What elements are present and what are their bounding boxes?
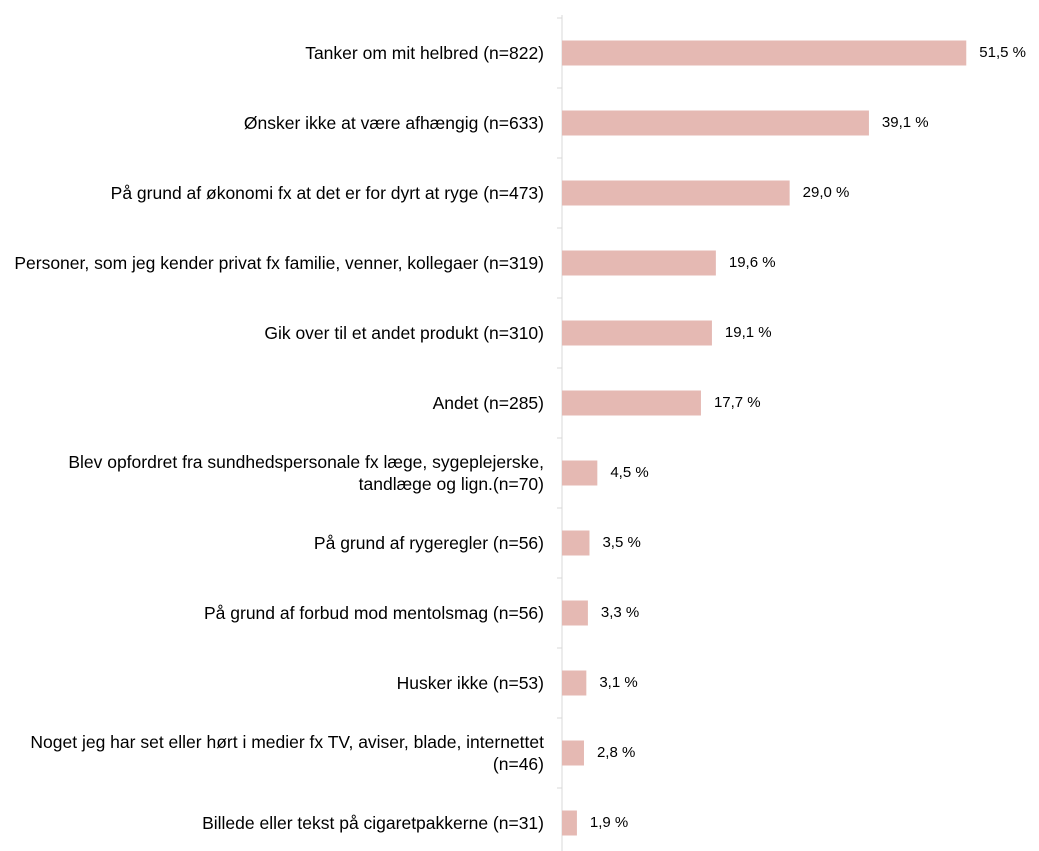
bar [562,530,590,556]
category-label: Blev opfordret fra sundhedspersonale fx … [68,452,544,494]
bar [562,600,588,626]
value-label: 3,5 % [602,534,640,551]
value-label: 19,6 % [729,254,776,271]
value-label: 29,0 % [803,184,850,201]
bar [562,460,598,486]
value-label: 4,5 % [610,464,648,481]
bar [562,390,701,416]
category-label: Personer, som jeg kender privat fx famil… [14,253,544,273]
bar [562,250,716,276]
value-label: 51,5 % [979,44,1026,61]
bar [562,740,584,766]
bar [562,110,869,136]
category-label: På grund af forbud mod mentolsmag (n=56) [204,603,544,623]
value-label: 39,1 % [882,114,929,131]
value-label: 3,1 % [599,674,637,691]
value-label: 17,7 % [714,394,761,411]
bar [562,40,967,66]
bar [562,670,587,696]
category-label: Andet (n=285) [432,393,544,413]
value-label: 19,1 % [725,324,772,341]
value-label: 1,9 % [590,814,628,831]
category-label: Tanker om mit helbred (n=822) [305,43,544,63]
category-label: Noget jeg har set eller hørt i medier fx… [30,732,544,774]
category-label: På grund af økonomi fx at det er for dyr… [110,183,544,203]
category-label: Husker ikke (n=53) [396,673,544,693]
bar [562,810,577,836]
category-label: Gik over til et andet produkt (n=310) [264,323,544,343]
value-label: 3,3 % [601,604,639,621]
bar [562,320,712,346]
bar [562,180,790,206]
category-label: På grund af rygeregler (n=56) [313,533,544,553]
category-label: Billede eller tekst på cigaretpakkerne (… [202,813,544,833]
category-label: Ønsker ikke at være afhængig (n=633) [243,113,544,133]
value-label: 2,8 % [597,744,635,761]
